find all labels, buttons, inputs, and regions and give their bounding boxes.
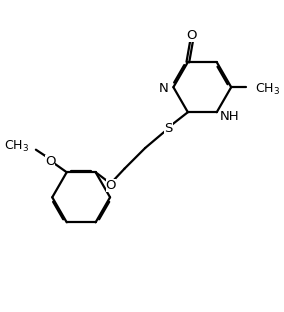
Text: NH: NH: [220, 110, 240, 123]
Text: CH$_3$: CH$_3$: [254, 82, 280, 97]
Text: S: S: [164, 122, 173, 135]
Text: CH$_3$: CH$_3$: [5, 139, 30, 154]
Text: O: O: [187, 29, 197, 42]
Text: O: O: [105, 179, 116, 192]
Text: O: O: [45, 155, 55, 168]
Text: N: N: [159, 82, 168, 95]
